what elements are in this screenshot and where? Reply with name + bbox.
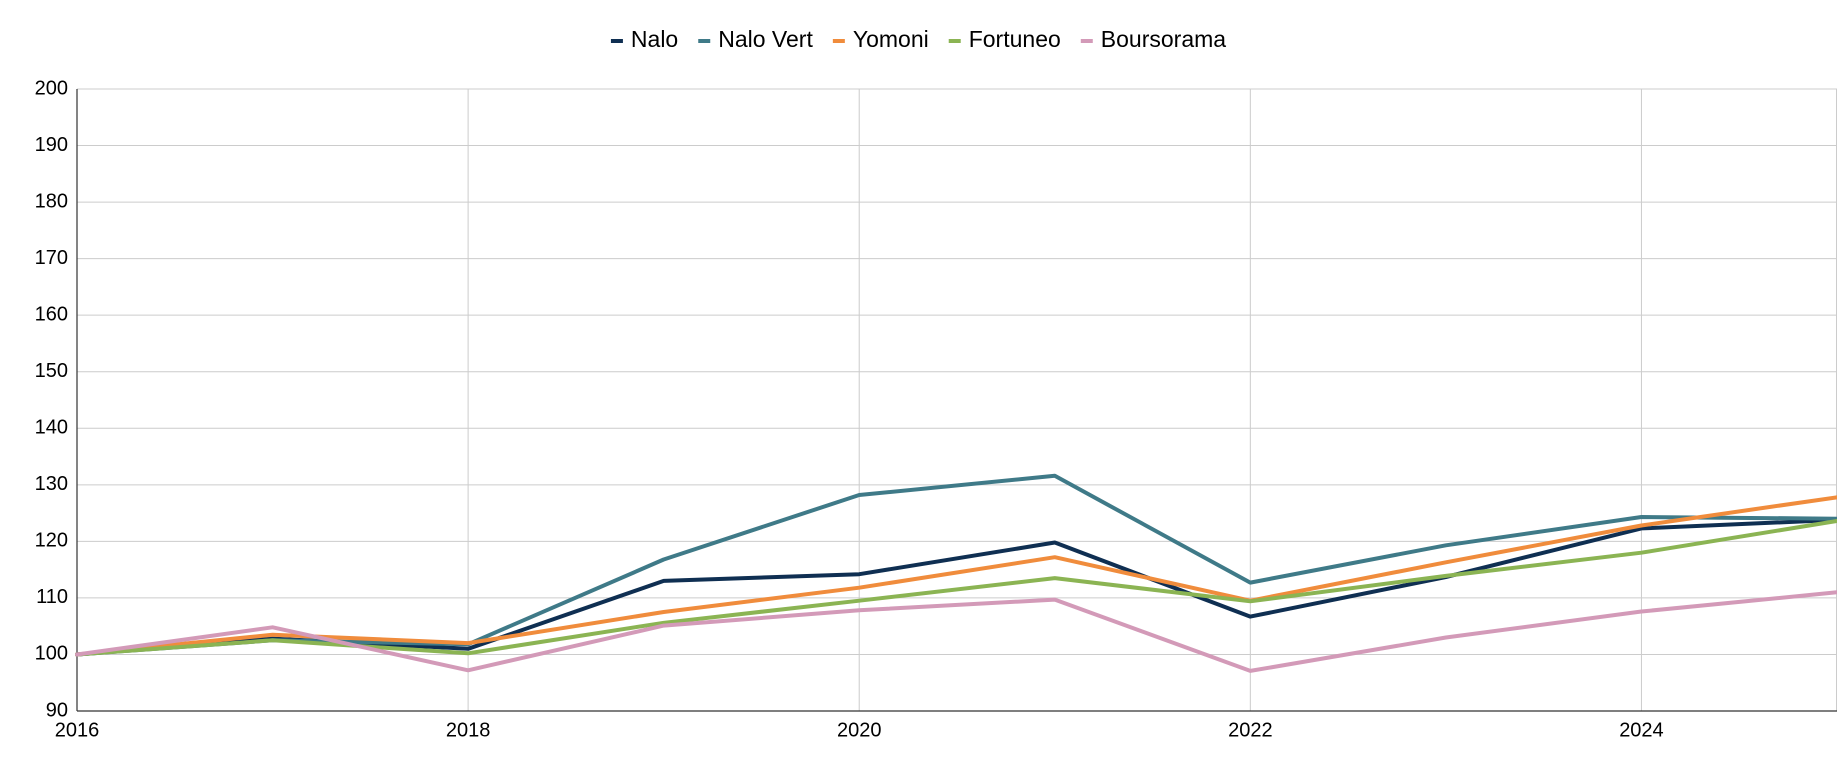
y-tick-label: 170	[35, 247, 68, 269]
x-tick-label: 2024	[1619, 719, 1664, 741]
legend-item-boursorama[interactable]: Boursorama	[1080, 26, 1226, 52]
y-tick-label: 190	[35, 134, 68, 156]
series-line-boursorama	[75, 590, 1837, 673]
legend-label: Yomoni	[853, 26, 929, 52]
y-tick-label: 200	[35, 77, 68, 99]
x-tick-label: 2022	[1228, 719, 1273, 741]
x-tick-label: 2020	[837, 719, 882, 741]
series-line-nalo-vert	[75, 473, 1837, 657]
legend-item-yomoni[interactable]: Yomoni	[832, 26, 929, 52]
y-tick-label: 150	[35, 360, 68, 382]
grid	[76, 88, 1837, 712]
legend-label: Fortuneo	[969, 26, 1061, 52]
y-tick-label: 130	[35, 473, 68, 495]
legend-item-nalo-vert[interactable]: Nalo Vert	[698, 26, 813, 52]
legend-label: Boursorama	[1101, 26, 1226, 52]
y-tick-label: 180	[35, 190, 68, 212]
y-tick-label: 140	[35, 417, 68, 439]
y-tick-label: 90	[46, 699, 68, 721]
legend-label: Nalo	[631, 26, 678, 52]
y-tick-label: 100	[35, 643, 68, 665]
series-lines	[75, 473, 1837, 673]
legend: Nalo Nalo Vert Yomoni Fortuneo Boursorama	[610, 26, 1226, 52]
legend-item-nalo[interactable]: Nalo	[610, 26, 678, 52]
axes: 90 100 110 120 130 140 150 160 170 180 190 200 2016 2…	[35, 77, 1837, 741]
x-tick-label: 2018	[446, 719, 491, 741]
y-tick-label: 160	[35, 303, 68, 325]
legend-item-fortuneo[interactable]: Fortuneo	[948, 26, 1061, 52]
series-line-yomoni	[75, 495, 1837, 657]
x-tick-label: 2016	[55, 719, 100, 741]
y-tick-label: 110	[36, 586, 68, 608]
y-tick-label: 120	[35, 530, 68, 552]
legend-label: Nalo Vert	[718, 26, 813, 52]
